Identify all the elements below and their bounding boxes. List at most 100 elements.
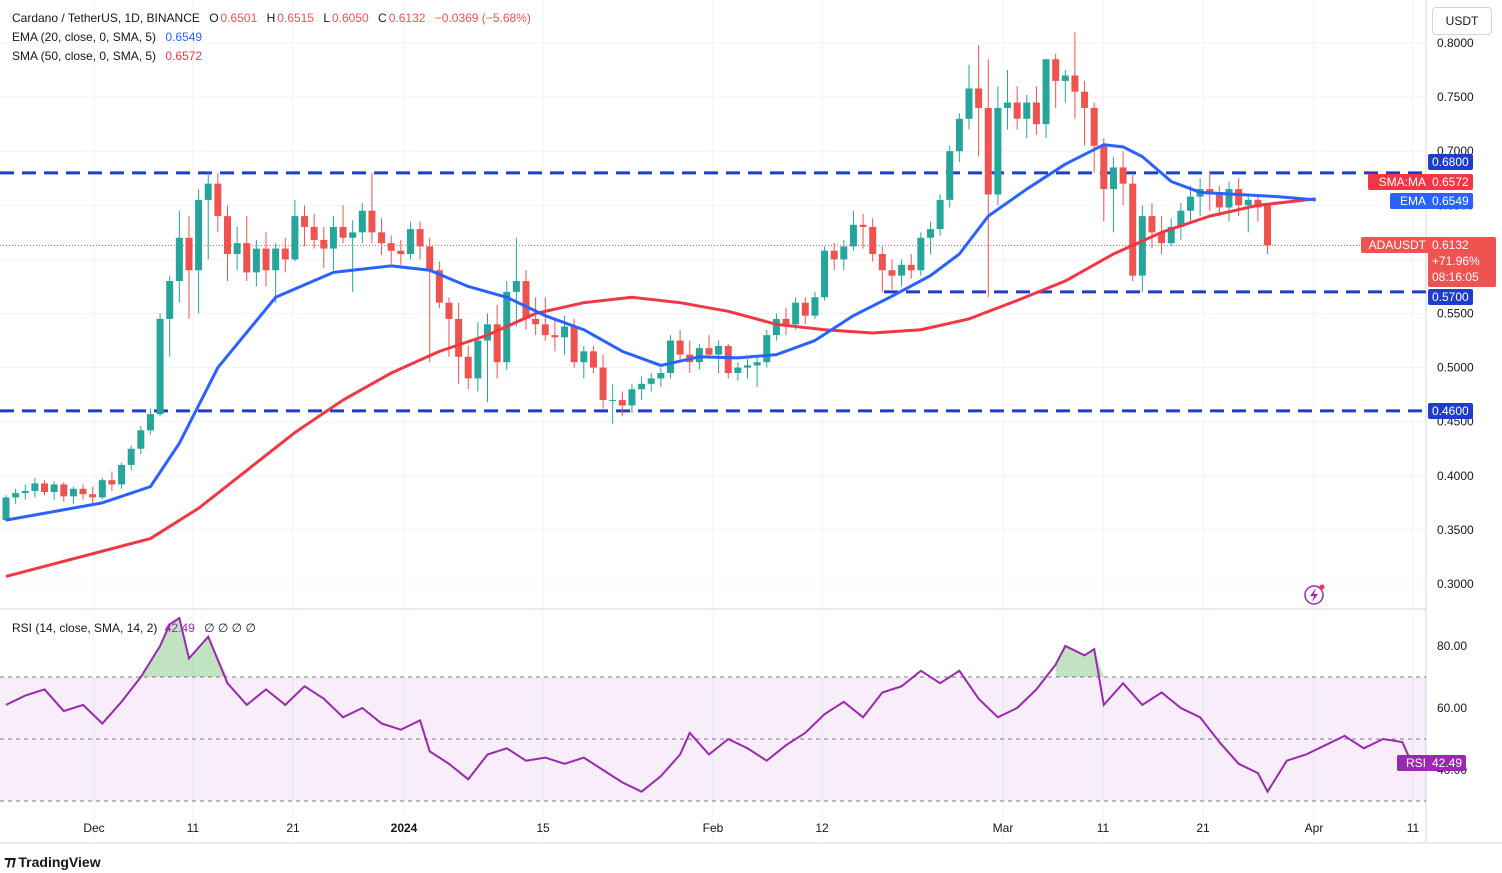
lightning-icon (1310, 588, 1318, 602)
candle-body (994, 107, 1002, 195)
candle-body (1158, 232, 1166, 244)
replay-icon (1304, 585, 1324, 605)
symbol-tag-price: 0.6132 (1432, 238, 1469, 252)
ema-tag-value: 0.6549 (1428, 193, 1473, 209)
candle-body (339, 226, 347, 238)
candle-body (859, 224, 867, 227)
x-tick-label: Apr (1305, 821, 1324, 835)
candle-body (1254, 199, 1262, 208)
candle-body (1167, 226, 1175, 244)
rsi-legend: RSI (14, close, SMA, 14, 2) 42.49 ∅ ∅ ∅ … (12, 620, 256, 636)
candle-body (926, 229, 934, 238)
candle-body (1100, 145, 1108, 190)
candle-body (89, 494, 97, 498)
candle-body (541, 324, 549, 336)
close-value: 0.6132 (388, 11, 426, 25)
candle-body (137, 430, 145, 449)
candle-body (676, 340, 684, 355)
candle-body (647, 378, 655, 384)
candle-body (1061, 75, 1069, 81)
candle-body (320, 239, 328, 249)
candle-body (869, 226, 877, 254)
candle-body (936, 199, 944, 230)
symbol-price-tag: 0.6132 +71.96% 08:16:05 (1428, 237, 1496, 287)
candle-body (715, 345, 723, 355)
candle-body (763, 335, 771, 363)
candle-body (358, 210, 366, 233)
candle-body (455, 318, 463, 357)
y-tick-label: 0.3000 (1437, 577, 1474, 591)
candle-body (166, 281, 174, 319)
candle-body (657, 373, 665, 379)
candle-body (821, 250, 829, 298)
symbol-tag-countdown: 08:16:05 (1432, 270, 1479, 284)
ema-tag-name: EMA (1390, 193, 1430, 209)
candle-body (1042, 59, 1050, 125)
ema20-line (5, 143, 1316, 522)
y-tick-label: 0.5000 (1437, 361, 1474, 375)
candle-body (108, 480, 116, 485)
candle-body (406, 229, 414, 254)
rsi-tag-name: RSI (1397, 755, 1430, 771)
ema-legend: EMA (20, close, 0, SMA, 5) 0.6549 (12, 29, 202, 45)
y-tick-label: 0.8000 (1437, 36, 1474, 50)
rsi-legend-extra: ∅ ∅ ∅ ∅ (204, 621, 256, 635)
candle-body (849, 224, 857, 247)
y-tick-label: 0.7500 (1437, 90, 1474, 104)
x-tick-label: 11 (1097, 821, 1110, 835)
x-tick-label: Feb (703, 821, 724, 835)
level-tag-068: 0.6800 (1428, 154, 1473, 170)
x-tick-label: Mar (993, 821, 1014, 835)
rsi-legend-value: 42.49 (164, 621, 195, 635)
y-tick-label: 0.3500 (1437, 523, 1474, 537)
candle-body (638, 383, 646, 390)
candle-body (1138, 216, 1146, 276)
candle-body (1032, 102, 1040, 125)
candle-body (782, 318, 790, 325)
high-value: 0.6515 (277, 11, 314, 25)
low-value: 0.6050 (332, 11, 369, 25)
candle-body (609, 400, 617, 402)
rsi-label: RSI (14, close, SMA, 14, 2) (12, 621, 158, 635)
candle-body (512, 281, 520, 292)
candle-body (898, 264, 906, 276)
candle-body (301, 216, 309, 227)
candle-body (888, 270, 896, 276)
candle-body (1215, 194, 1223, 208)
candle-body (69, 488, 77, 497)
candle-body (917, 237, 925, 271)
candle-body (830, 250, 838, 260)
candle-body (1148, 216, 1156, 233)
open-label: O (209, 11, 219, 25)
candle-body (705, 348, 713, 355)
candle-body (416, 229, 424, 247)
candle-body (185, 237, 193, 271)
x-tick-label: 12 (815, 821, 829, 835)
rsi-line (5, 616, 1413, 794)
candle-body (753, 362, 761, 366)
candle-body (772, 318, 780, 336)
currency-selector[interactable]: USDT (1432, 7, 1492, 35)
candle-body (50, 484, 58, 493)
candle-body (426, 246, 434, 271)
candle-body (1109, 167, 1117, 190)
candle-body (1225, 189, 1233, 208)
candle-body (281, 248, 289, 260)
x-tick-label: 11 (187, 821, 200, 835)
candle-body (118, 464, 126, 485)
candle-body (907, 264, 915, 271)
candle-body (599, 367, 607, 401)
candle-body (21, 490, 29, 494)
candle-body (1023, 102, 1031, 119)
candle-body (551, 335, 559, 338)
candle-body (1177, 210, 1185, 227)
y-tick-label: 0.5500 (1437, 307, 1474, 321)
tradingview-logo[interactable]: ⁊⁊ TradingView (4, 853, 101, 870)
candle-body (618, 400, 626, 406)
candle-body (2, 497, 10, 521)
candle-body (1264, 205, 1272, 246)
candle-body (156, 318, 164, 415)
candle-body (349, 232, 357, 238)
candle-body (252, 248, 260, 273)
